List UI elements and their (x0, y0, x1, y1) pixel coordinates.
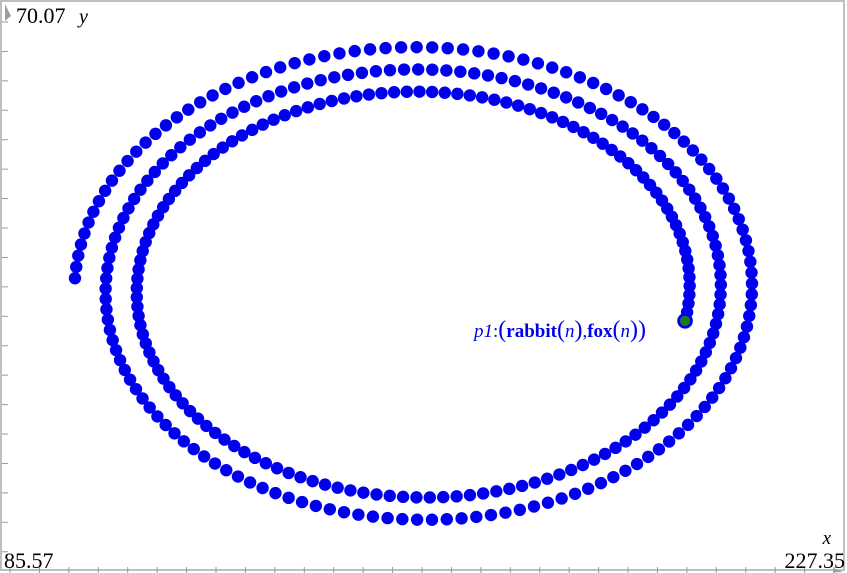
svg-text:227.35: 227.35 (785, 548, 846, 573)
svg-text:p1:(rabbit(n),fox(n)): p1:(rabbit(n),fox(n)) (472, 317, 646, 343)
svg-text:y: y (77, 6, 88, 28)
svg-text:70.07: 70.07 (16, 3, 66, 28)
svg-text:x: x (822, 528, 832, 549)
svg-text:85.57: 85.57 (4, 548, 54, 573)
